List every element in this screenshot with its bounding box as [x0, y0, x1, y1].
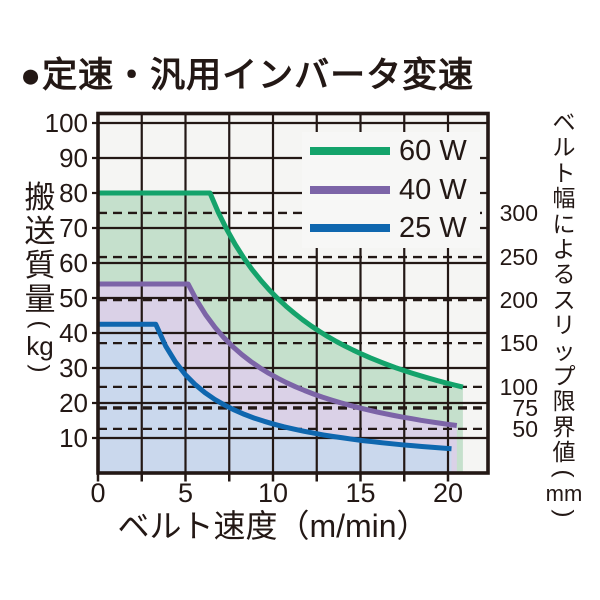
y-tick-label-80: 80 — [59, 178, 88, 208]
secondary-y-axis-title: ベルト幅によるスリップ限界値 ( mm) — [543, 109, 585, 521]
x-axis-title: ベルト速度（m/min） — [117, 508, 429, 544]
y-tick-label-50: 50 — [59, 283, 88, 313]
x-tick-label-10: 10 — [257, 478, 289, 508]
axis-title-char: 送 — [24, 214, 56, 249]
axis-title-char: 幅 — [552, 185, 576, 212]
y-tick-label-10: 10 — [59, 423, 88, 453]
y2-tick-label-75: 75 — [512, 394, 538, 421]
axis-title-unit: ( — [26, 320, 54, 329]
axis-title-char: リ — [552, 312, 576, 339]
axis-title-char: 質 — [24, 248, 56, 283]
axis-title-unit: ( — [550, 469, 578, 478]
x-tick-label-20: 20 — [432, 478, 464, 508]
axis-title-char: に — [552, 210, 576, 237]
y-tick-label-30: 30 — [59, 353, 88, 383]
axis-title-char: ス — [552, 286, 576, 313]
axis-title-unit: mm — [545, 480, 583, 506]
axis-title-char: よ — [552, 236, 576, 263]
y2-tick-label-50: 50 — [512, 415, 538, 442]
axis-title-char: プ — [552, 363, 576, 390]
axis-title-unit: ) — [26, 364, 54, 373]
plot-frame — [96, 111, 490, 475]
y2-tick-label-150: 150 — [499, 330, 538, 357]
y-axis-title: 搬送質量 ( kg) — [17, 181, 63, 376]
x-tick-label-0: 0 — [90, 478, 106, 508]
axis-title-char: ッ — [552, 337, 576, 364]
legend-line-swatch — [310, 186, 390, 194]
axis-title-char: ル — [552, 134, 576, 161]
axis-title-char: る — [552, 261, 576, 288]
y2-tick-label-300: 300 — [499, 199, 538, 226]
legend-line-swatch — [310, 224, 390, 232]
axis-title-unit: ) — [550, 509, 578, 518]
secondary-y-axis-tick-labels: 300 250 200 150 100 75 50 — [494, 0, 538, 600]
axis-title-char: 量 — [24, 282, 56, 317]
x-tick-label-5: 5 — [177, 478, 194, 508]
legend-item-25W: 25 W — [310, 209, 467, 247]
series-curve-60W — [98, 190, 464, 390]
legend-line-swatch — [310, 147, 390, 155]
y2-tick-label-100: 100 — [499, 373, 538, 400]
legend-item-60W: 60 W — [310, 132, 467, 170]
y-tick-label-60: 60 — [59, 248, 88, 278]
legend-label: 40 W — [399, 173, 467, 206]
legend-label: 60 W — [399, 134, 467, 167]
series-curve-25W — [98, 321, 452, 452]
axis-title-char: 限 — [552, 388, 576, 415]
x-tick-label-15: 15 — [345, 478, 376, 508]
y2-tick-label-200: 200 — [499, 287, 538, 314]
legend-item-40W: 40 W — [310, 171, 467, 209]
y-tick-label-20: 20 — [59, 388, 88, 418]
legend-label: 25 W — [399, 211, 467, 244]
axis-title-char: ト — [552, 159, 576, 186]
y-tick-label-70: 70 — [59, 213, 88, 243]
y-tick-label-100: 100 — [44, 108, 88, 138]
axis-title-char: 界 — [552, 413, 576, 440]
y2-tick-label-250: 250 — [499, 244, 538, 271]
y-tick-label-90: 90 — [59, 143, 88, 173]
axis-title-char: ベ — [552, 109, 576, 135]
page-title: ●定速・汎用インバータ変速 — [20, 56, 475, 95]
series-curve-40W — [98, 281, 458, 428]
axis-title-unit: kg — [26, 331, 54, 361]
y-tick-label-40: 40 — [59, 318, 88, 348]
y-axis-tick-labels: 10 20 30 40 50 60 70 80 90 100 — [28, 0, 88, 600]
axis-title-char: 値 — [552, 439, 576, 466]
axis-title-char: 搬 — [24, 180, 56, 215]
